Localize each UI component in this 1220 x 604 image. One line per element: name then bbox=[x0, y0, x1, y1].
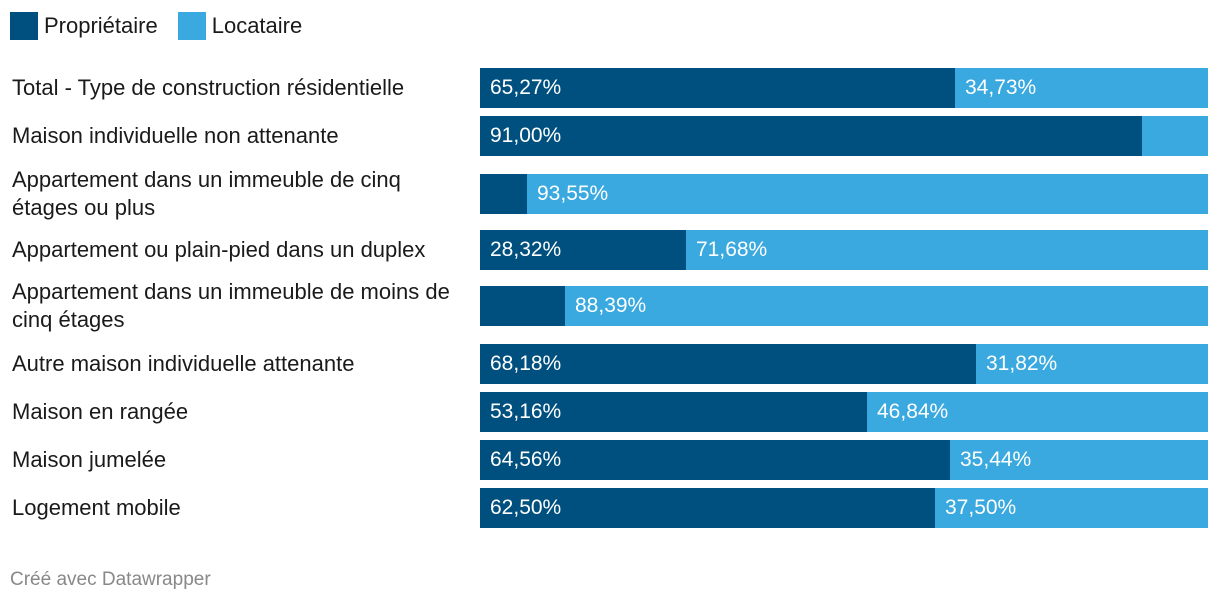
legend-swatch-renter bbox=[177, 12, 206, 40]
data-label-renter: 71,68% bbox=[696, 238, 768, 261]
category-label: Maison individuelle non attenante bbox=[12, 123, 339, 148]
bar-owner[interactable] bbox=[480, 68, 955, 108]
legend: Propriétaire Locataire bbox=[10, 12, 302, 40]
bar-owner[interactable] bbox=[480, 344, 976, 384]
bar-renter[interactable] bbox=[950, 440, 1208, 480]
category-label: Maison jumelée bbox=[12, 447, 167, 472]
category-label: Total - Type de construction résidentiel… bbox=[12, 75, 405, 100]
bar-owner[interactable] bbox=[480, 230, 686, 270]
bar-owner[interactable] bbox=[480, 174, 527, 214]
legend-item-renter[interactable]: Locataire bbox=[177, 12, 303, 40]
bar-renter[interactable] bbox=[527, 174, 1208, 214]
bar-owner[interactable] bbox=[480, 116, 1142, 156]
data-label-owner: 64,56% bbox=[490, 448, 562, 471]
legend-item-owner[interactable]: Propriétaire bbox=[10, 12, 158, 40]
data-label-renter: 46,84% bbox=[877, 400, 949, 423]
bar-renter[interactable] bbox=[1142, 116, 1208, 156]
bar-renter[interactable] bbox=[686, 230, 1208, 270]
data-label-renter: 31,82% bbox=[986, 352, 1058, 375]
data-label-renter: 37,50% bbox=[945, 496, 1017, 519]
data-label-owner: 62,50% bbox=[490, 496, 562, 519]
bar-renter[interactable] bbox=[867, 392, 1208, 432]
bar-renter[interactable] bbox=[565, 286, 1208, 326]
data-label-owner: 68,18% bbox=[490, 352, 562, 375]
bar-renter[interactable] bbox=[976, 344, 1208, 384]
category-label: Appartement ou plain-pied dans un duplex bbox=[12, 237, 426, 262]
data-label-owner: 28,32% bbox=[490, 238, 562, 261]
category-label: Autre maison individuelle attenante bbox=[12, 351, 355, 376]
bar-owner[interactable] bbox=[480, 392, 867, 432]
legend-label-renter: Locataire bbox=[211, 13, 303, 38]
legend-label-owner: Propriétaire bbox=[44, 13, 158, 38]
data-label-renter: 35,44% bbox=[960, 448, 1032, 471]
legend-swatch-owner bbox=[10, 12, 38, 40]
bar-renter[interactable] bbox=[955, 68, 1208, 108]
data-label-renter: 93,55% bbox=[537, 182, 609, 205]
bar-owner[interactable] bbox=[480, 286, 565, 326]
category-label: Maison en rangée bbox=[12, 399, 189, 424]
category-label: Logement mobile bbox=[12, 495, 181, 520]
category-label: Appartement dans un immeuble de moins de… bbox=[12, 279, 450, 332]
category-label: Appartement dans un immeuble de cinq éta… bbox=[12, 167, 401, 220]
bar-renter[interactable] bbox=[935, 488, 1208, 528]
footer-credit[interactable]: Créé avec Datawrapper bbox=[10, 569, 211, 590]
data-label-owner: 53,16% bbox=[490, 400, 562, 423]
bar-owner[interactable] bbox=[480, 440, 950, 480]
data-label-renter: 88,39% bbox=[575, 294, 647, 317]
data-label-renter: 34,73% bbox=[965, 76, 1037, 99]
data-label-owner: 91,00% bbox=[490, 124, 562, 147]
bar-owner[interactable] bbox=[480, 488, 935, 528]
data-label-owner: 65,27% bbox=[490, 76, 562, 99]
